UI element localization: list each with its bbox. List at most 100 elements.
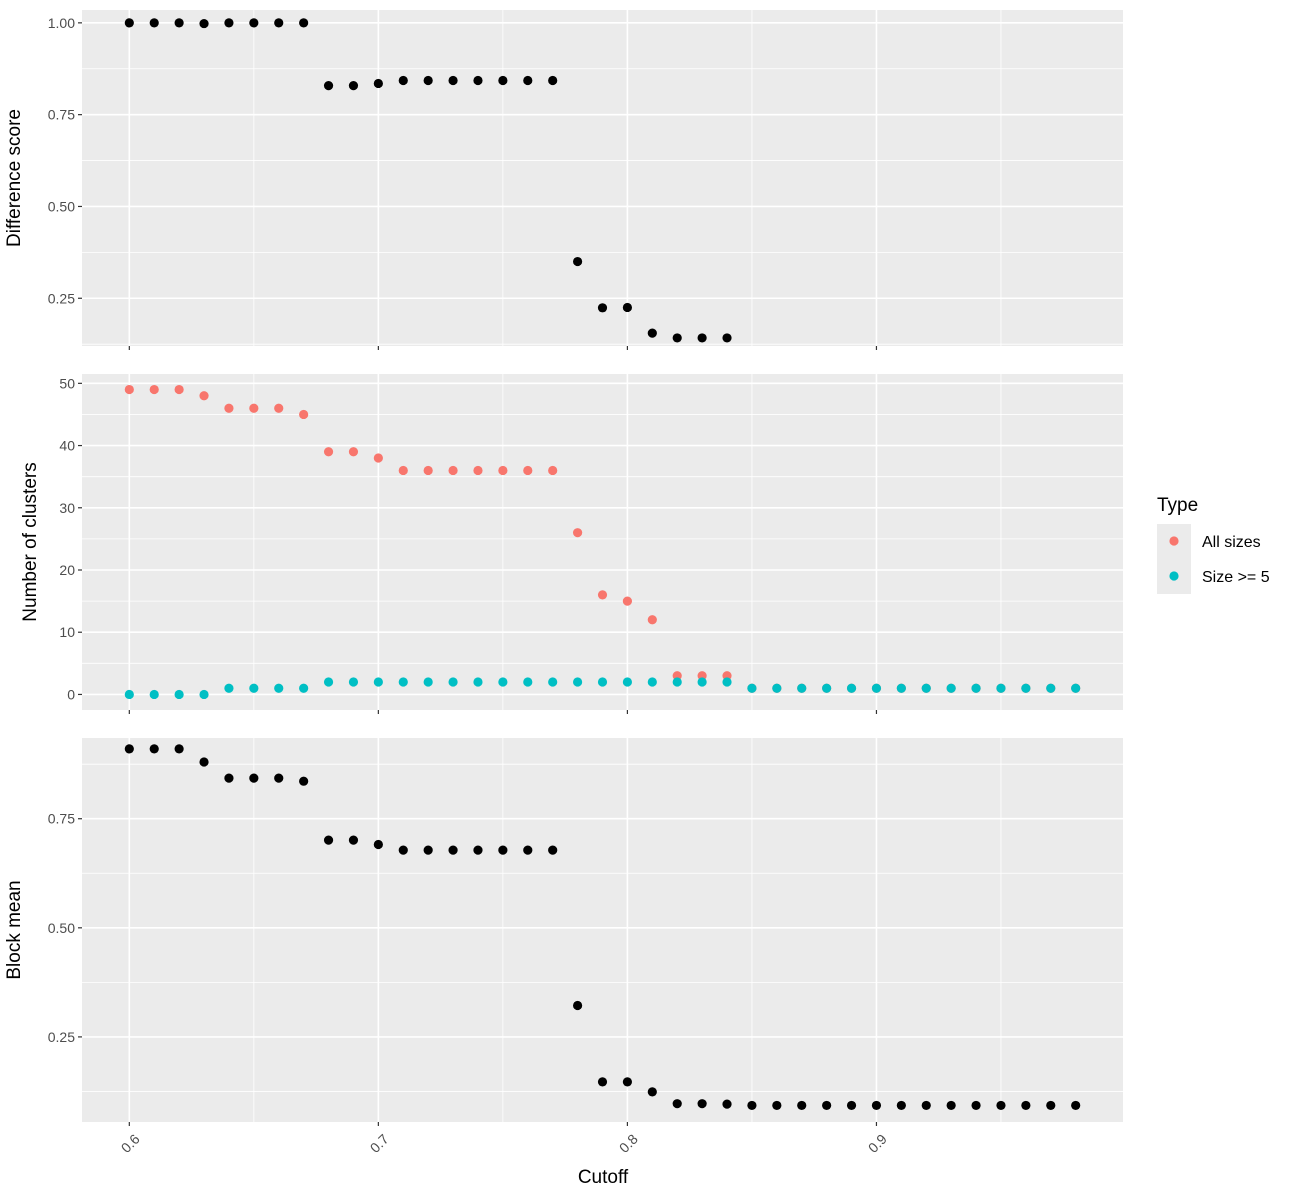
data-point	[373, 839, 383, 850]
data-point	[697, 1099, 707, 1109]
data-point	[548, 465, 558, 476]
y-tick-label: 0.25	[48, 290, 75, 306]
data-point	[124, 384, 134, 395]
data-point	[423, 845, 433, 855]
data-point	[647, 677, 657, 687]
data-point	[348, 447, 359, 457]
data-point	[348, 677, 359, 687]
data-point	[548, 75, 558, 86]
data-point	[249, 403, 259, 413]
x-tick-label: 0.6	[118, 1131, 143, 1156]
data-point	[373, 677, 383, 687]
chart-panels: 0.25 0.50 0.75 1.00 Difference score 0 10 20 30 4…	[4, 10, 1123, 1156]
data-point	[299, 18, 309, 28]
x-tick-label: 0.7	[367, 1131, 392, 1156]
data-point	[523, 465, 533, 476]
data-point	[921, 1100, 931, 1111]
y-tick-label: 40	[59, 438, 75, 454]
data-point	[323, 835, 334, 845]
data-point	[647, 1087, 657, 1097]
y-tick-label: 20	[59, 562, 75, 578]
data-point	[647, 615, 657, 625]
data-point	[996, 1100, 1006, 1111]
series-size-5	[124, 677, 1081, 700]
data-point	[572, 1000, 583, 1011]
data-point	[747, 1100, 757, 1111]
data-point	[124, 18, 134, 28]
data-point	[373, 453, 383, 463]
legend: Type All sizes Size >= 5	[1157, 495, 1270, 594]
y-tick-label: 30	[59, 500, 75, 516]
y-axis-title: Difference score	[4, 109, 25, 247]
legend-key-dot	[1169, 571, 1179, 581]
data-point	[149, 744, 159, 754]
data-point	[672, 677, 682, 687]
y-tick-label: 0.50	[48, 198, 75, 214]
data-point	[971, 683, 981, 693]
data-point	[398, 75, 408, 86]
data-point	[398, 677, 408, 687]
data-point	[124, 744, 134, 754]
data-point	[548, 677, 558, 687]
data-point	[523, 677, 533, 687]
data-point	[224, 18, 234, 28]
data-point	[199, 757, 209, 767]
data-point	[473, 845, 483, 855]
data-point	[174, 689, 184, 700]
data-point	[1021, 683, 1031, 693]
data-point	[473, 465, 483, 476]
data-point	[498, 75, 508, 86]
data-point	[548, 845, 558, 855]
data-point	[871, 1100, 882, 1111]
y-tick-label: 0.50	[48, 920, 75, 936]
data-point	[523, 75, 533, 86]
data-point	[622, 677, 633, 687]
data-point	[174, 18, 184, 28]
y-tick-label: 0.75	[48, 107, 75, 123]
data-point	[1021, 1100, 1031, 1111]
data-point	[747, 683, 757, 693]
data-point	[249, 683, 259, 693]
data-point	[199, 689, 209, 700]
data-point	[722, 333, 732, 343]
data-point	[174, 744, 184, 754]
data-point	[1046, 1100, 1056, 1111]
data-point	[1071, 683, 1081, 693]
data-point	[896, 683, 906, 693]
legend-label: All sizes	[1202, 534, 1261, 551]
data-point	[149, 18, 159, 28]
data-point	[249, 773, 259, 783]
data-point	[224, 683, 234, 693]
data-point	[597, 1077, 608, 1087]
data-point	[597, 303, 608, 313]
data-point	[124, 689, 134, 700]
data-point	[772, 1100, 782, 1111]
panel-background	[82, 10, 1123, 346]
legend-label: Size >= 5	[1202, 569, 1270, 586]
panel-3: 0.25 0.50 0.75 Block mean	[4, 738, 1123, 1126]
y-tick-label: 1.00	[48, 15, 75, 31]
legend-title: Type	[1157, 495, 1198, 516]
data-point	[797, 683, 807, 693]
data-point	[249, 18, 259, 28]
x-axis-title: Cutoff	[578, 1167, 629, 1188]
data-point	[896, 1100, 906, 1111]
data-point	[1071, 1100, 1081, 1111]
data-point	[274, 773, 284, 783]
data-point	[423, 677, 433, 687]
data-point	[448, 465, 458, 476]
data-point	[498, 465, 508, 476]
data-point	[274, 683, 284, 693]
y-tick-label: 0.25	[48, 1029, 75, 1045]
data-point	[224, 403, 234, 413]
data-point	[398, 465, 408, 476]
data-point	[423, 465, 433, 476]
data-point	[572, 528, 583, 538]
x-tick-label: 0.9	[865, 1131, 890, 1156]
y-tick-label: 0.75	[48, 811, 75, 827]
data-point	[772, 683, 782, 693]
data-point	[822, 683, 832, 693]
panel-1: 0.25 0.50 0.75 1.00 Difference score	[4, 10, 1123, 350]
data-point	[498, 845, 508, 855]
